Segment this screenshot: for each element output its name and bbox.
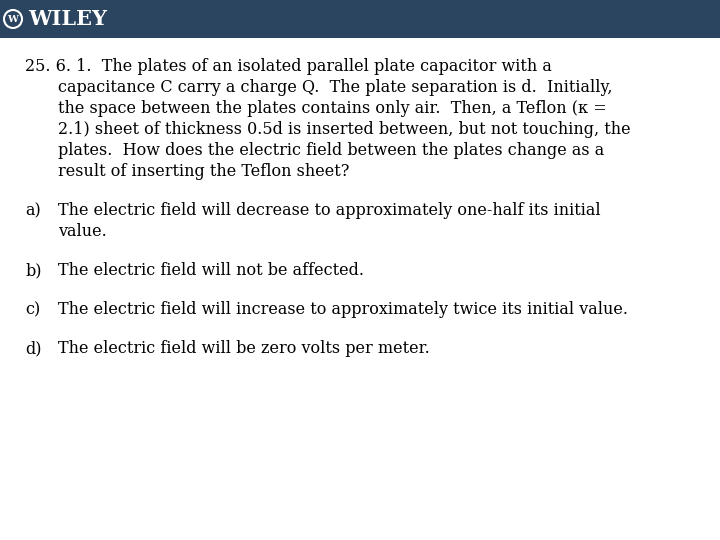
- Text: b): b): [25, 262, 42, 279]
- Text: d): d): [25, 340, 42, 357]
- Text: c): c): [25, 301, 40, 318]
- Text: The electric field will increase to approximately twice its initial value.: The electric field will increase to appr…: [58, 301, 628, 318]
- Text: The electric field will not be affected.: The electric field will not be affected.: [58, 262, 364, 279]
- Text: W: W: [7, 15, 19, 24]
- Text: value.: value.: [58, 223, 107, 240]
- Text: plates.  How does the electric field between the plates change as a: plates. How does the electric field betw…: [58, 142, 604, 159]
- Text: The electric field will decrease to approximately one-half its initial: The electric field will decrease to appr…: [58, 202, 600, 219]
- Text: result of inserting the Teflon sheet?: result of inserting the Teflon sheet?: [58, 163, 349, 180]
- Text: 25. 6. 1.  The plates of an isolated parallel plate capacitor with a: 25. 6. 1. The plates of an isolated para…: [25, 58, 552, 75]
- FancyBboxPatch shape: [0, 0, 720, 38]
- Text: The electric field will be zero volts per meter.: The electric field will be zero volts pe…: [58, 340, 430, 357]
- Text: capacitance C carry a charge Q.  The plate separation is d.  Initially,: capacitance C carry a charge Q. The plat…: [58, 79, 613, 96]
- Text: the space between the plates contains only air.  Then, a Teflon (κ =: the space between the plates contains on…: [58, 100, 607, 117]
- Text: a): a): [25, 202, 41, 219]
- Text: 2.1) sheet of thickness 0.5d is inserted between, but not touching, the: 2.1) sheet of thickness 0.5d is inserted…: [58, 121, 631, 138]
- Text: WILEY: WILEY: [28, 9, 107, 29]
